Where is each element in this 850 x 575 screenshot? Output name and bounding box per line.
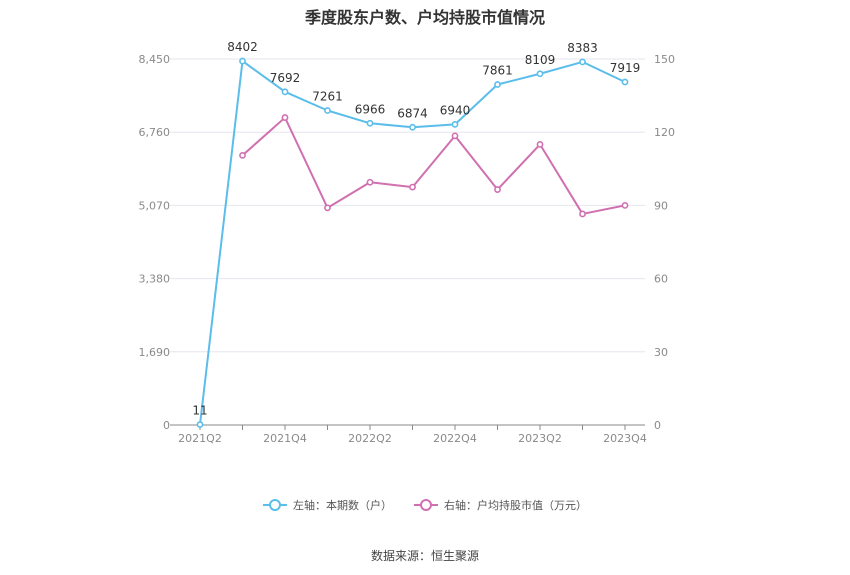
legend-label-right: 右轴：户均持股市值（万元） — [444, 499, 587, 512]
source-note: 数据来源：恒生聚源 — [370, 549, 479, 563]
data-point — [536, 140, 544, 148]
legend-swatch-left — [263, 498, 287, 512]
axes: 0 0 1,690 30 3,380 60 5,070 90 6,760 120 8,450 150 2… — [139, 53, 676, 445]
x-axis-tick-label: 2021Q2 — [178, 432, 222, 445]
legend-label-left: 左轴：本期数（户） — [293, 499, 392, 512]
data-label: 8383 — [567, 41, 598, 55]
data-labels: 11 8402 7692 7261 6966 6874 6940 7861 8109 8383 79… — [192, 40, 640, 417]
data-point — [579, 210, 586, 218]
left-axis-tick-label: 1,690 — [139, 346, 171, 359]
right-axis-tick-label: 120 — [654, 126, 675, 139]
left-axis-tick-label: 6,760 — [139, 126, 171, 139]
data-label: 7692 — [270, 71, 301, 85]
right-axis-tick-label: 150 — [654, 53, 675, 66]
data-point — [621, 201, 629, 209]
x-axis-tick-label: 2022Q4 — [433, 432, 477, 445]
data-point — [196, 421, 204, 428]
x-axis-tick-label: 2023Q4 — [603, 432, 647, 445]
data-point — [366, 178, 374, 186]
legend-swatch-right — [414, 498, 438, 512]
data-label: 11 — [192, 404, 207, 418]
data-point — [621, 78, 629, 86]
right-axis-tick-label: 30 — [654, 346, 668, 359]
chart-title: 季度股东户数、户均持股市值情况 — [304, 8, 545, 27]
data-point — [324, 107, 331, 114]
data-label: 8109 — [525, 53, 556, 67]
data-label: 7261 — [312, 89, 343, 103]
legend-item-right-series[interactable]: 右轴：户均持股市值（万元） — [414, 497, 587, 513]
data-label: 8402 — [227, 40, 258, 54]
data-point — [409, 123, 416, 131]
series — [196, 57, 629, 428]
data-point — [409, 183, 416, 191]
x-axis-tick-label: 2023Q2 — [518, 432, 562, 445]
data-point — [451, 132, 459, 140]
data-label: 7861 — [482, 64, 513, 78]
data-point — [366, 119, 374, 127]
right-axis-tick-label: 60 — [654, 273, 668, 286]
x-axis-tick-label: 2021Q4 — [263, 432, 307, 445]
data-point — [281, 88, 289, 96]
series-line-right — [241, 116, 626, 215]
data-point — [536, 70, 544, 78]
right-axis-tick-label: 90 — [654, 199, 668, 212]
left-axis-tick-label: 8,450 — [139, 53, 171, 66]
data-label: 6874 — [397, 106, 428, 120]
data-point — [451, 121, 459, 128]
left-axis-tick-label: 3,380 — [139, 273, 171, 286]
legend: 左轴：本期数（户） 右轴：户均持股市值（万元） — [0, 497, 850, 513]
data-point — [494, 186, 501, 193]
left-axis-tick-label: 0 — [163, 419, 170, 432]
data-label: 7919 — [610, 61, 641, 75]
legend-item-left-series[interactable]: 左轴：本期数（户） — [263, 497, 392, 513]
data-label: 6940 — [440, 103, 471, 117]
x-axis-tick-label: 2022Q2 — [348, 432, 392, 445]
data-point — [281, 114, 289, 121]
data-point — [324, 204, 331, 212]
left-axis-tick-label: 5,070 — [139, 199, 171, 212]
gridlines — [170, 58, 645, 353]
data-point — [239, 151, 246, 159]
data-point — [239, 57, 246, 65]
data-label: 6966 — [355, 102, 386, 116]
data-point — [579, 58, 586, 66]
right-axis-tick-label: 0 — [654, 419, 661, 432]
data-point — [494, 81, 501, 88]
